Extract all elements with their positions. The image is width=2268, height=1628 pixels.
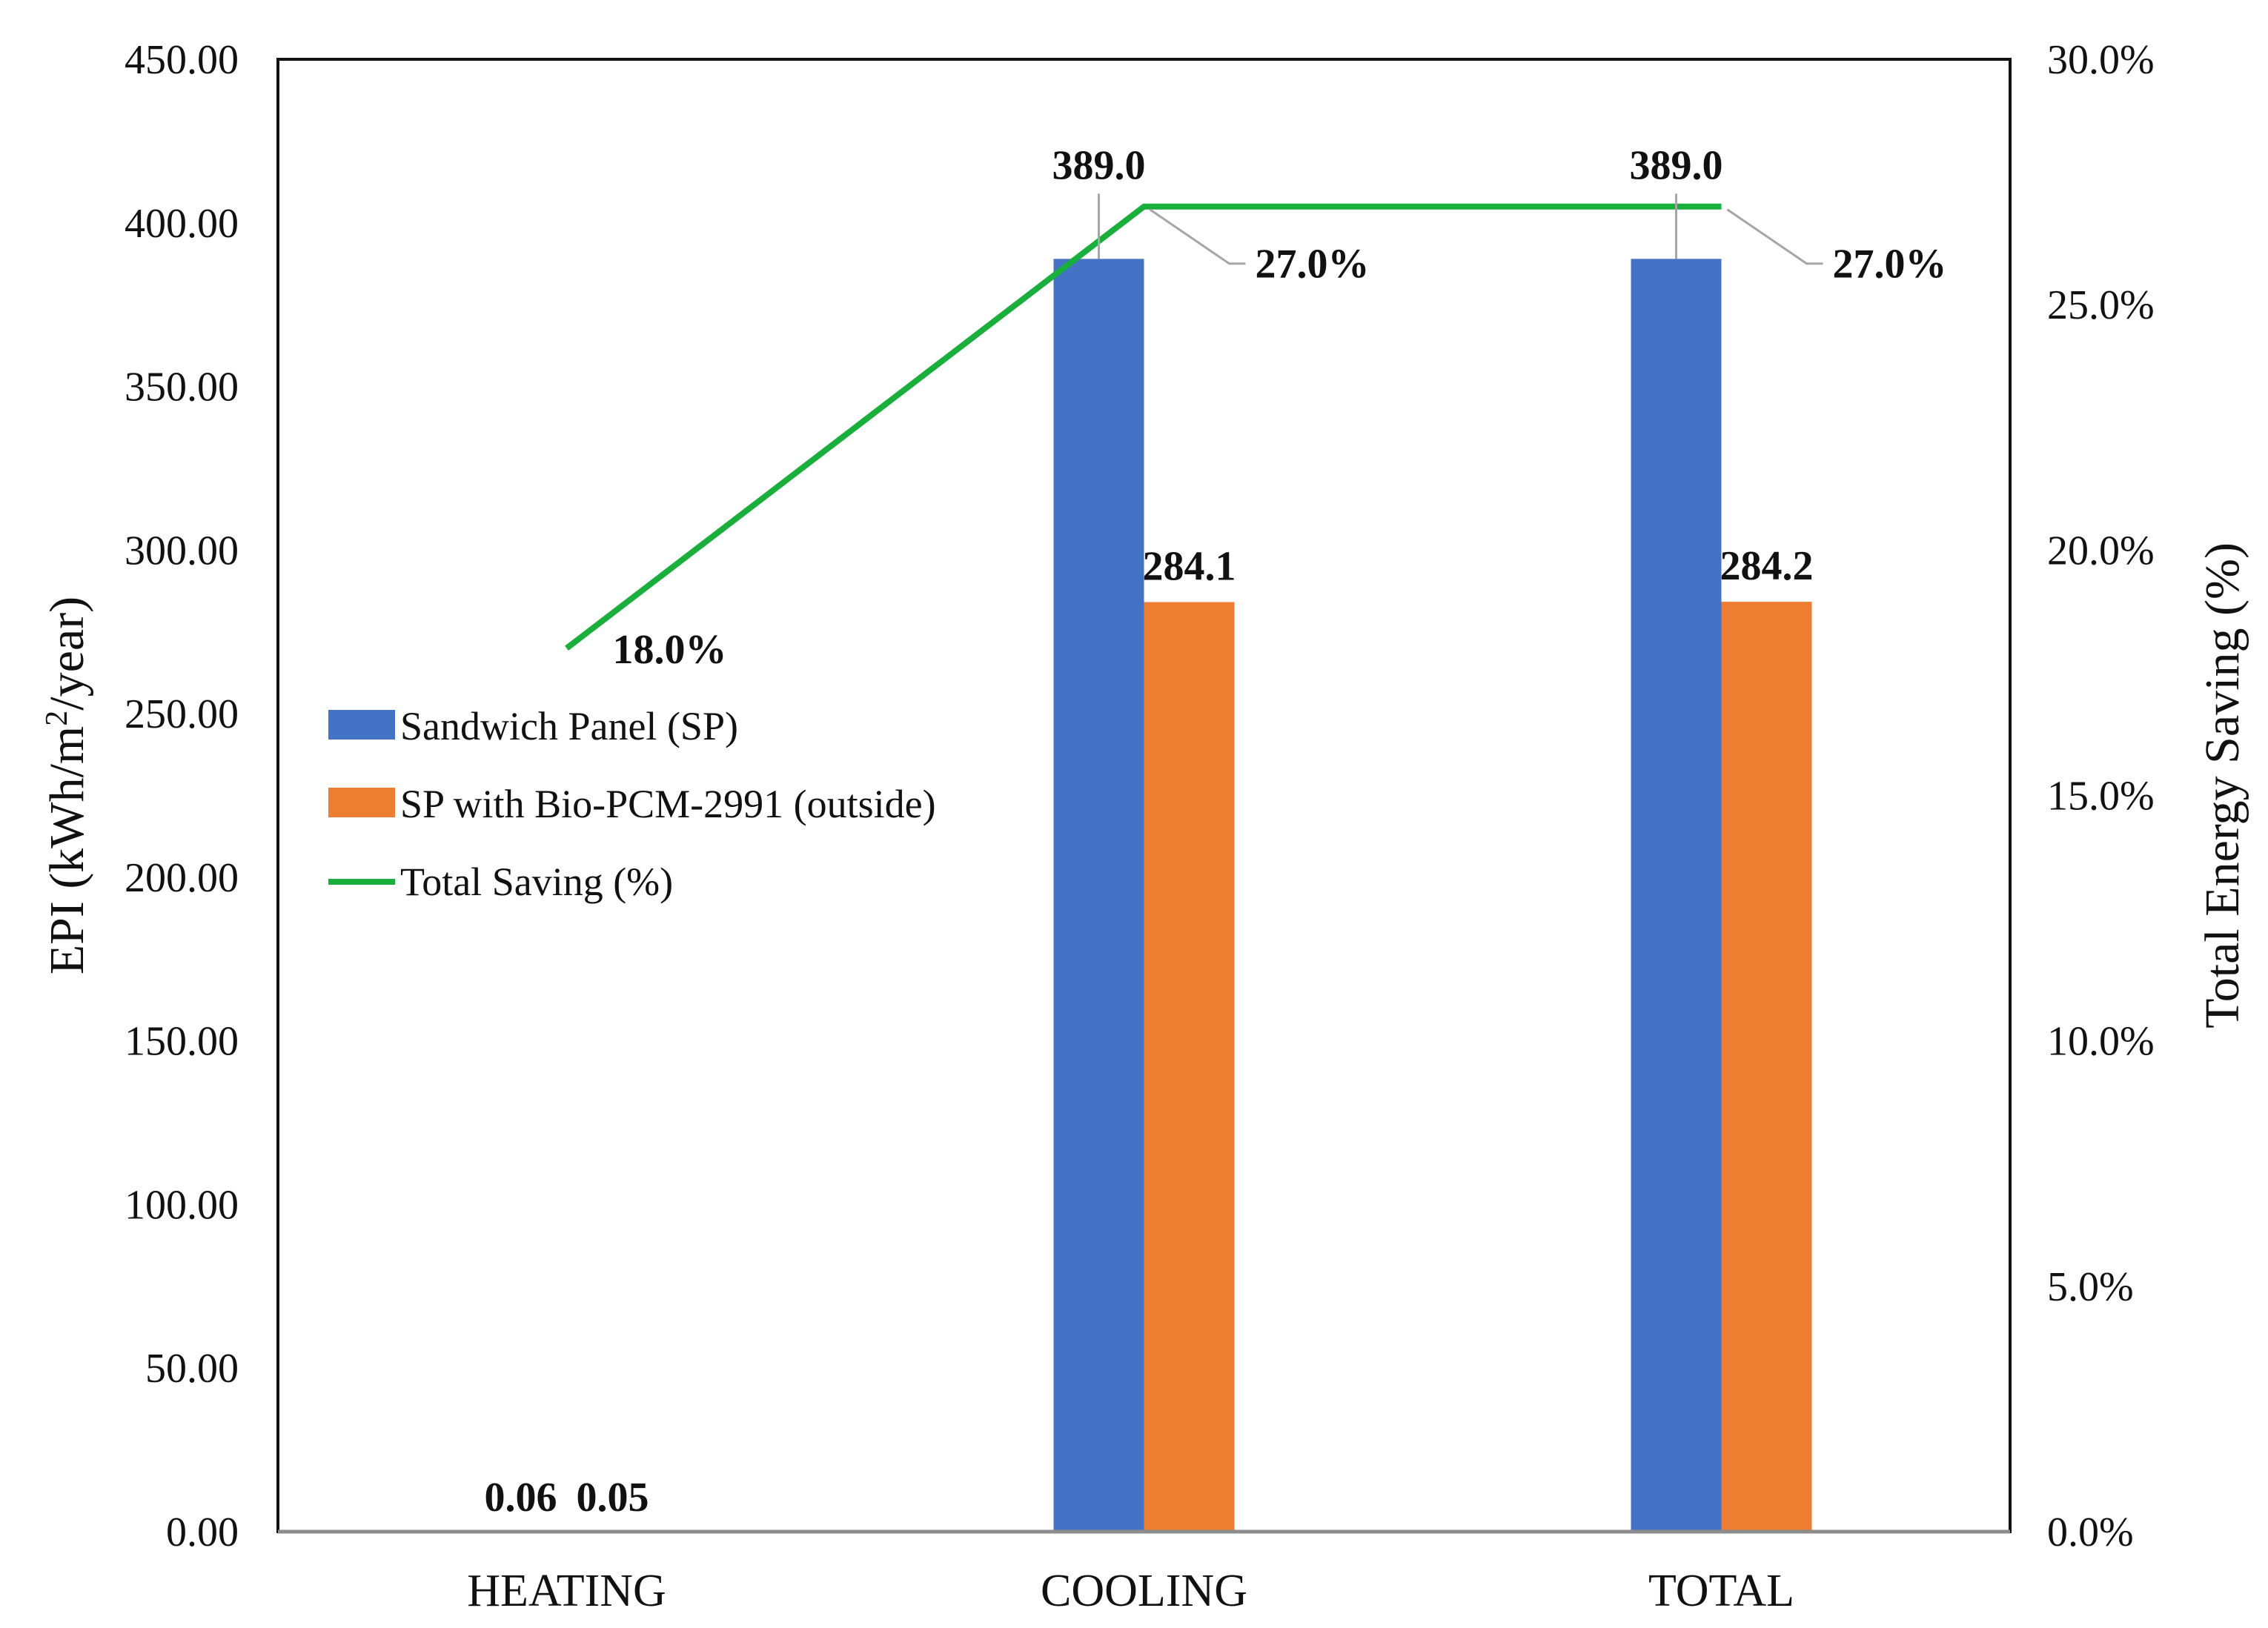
legend-label: SP with Bio-PCM-2991 (outside): [400, 782, 936, 826]
category-axis: HEATING COOLING TOTAL: [467, 1566, 1794, 1616]
legend-swatch-0: [328, 710, 395, 740]
line-value-label: 18.0%: [613, 627, 727, 673]
left-axis-ticks: 0.00 50.00 100.00 150.00 200.00 250.00 300.00 3…: [125, 37, 239, 1555]
right-tick-label: 15.0%: [2047, 774, 2155, 820]
bar-1-1: [1144, 602, 1235, 1532]
bar-value-label: 389.0: [1630, 142, 1723, 188]
category-label: TOTAL: [1648, 1566, 1794, 1616]
bar-value-label: 0.05: [577, 1475, 649, 1521]
bar-0-1: [1053, 259, 1144, 1532]
line-value-label: 27.0%: [1256, 242, 1370, 288]
bar-value-label: 389.0: [1052, 142, 1146, 188]
bar-value-label: 284.2: [1720, 543, 1814, 589]
bar-0-2: [1631, 259, 1722, 1532]
legend-label: Sandwich Panel (SP): [400, 704, 738, 748]
left-tick-label: 300.00: [125, 528, 239, 574]
bar-series: [476, 259, 1812, 1532]
line-value-label: 27.0%: [1833, 242, 1947, 288]
left-tick-label: 450.00: [125, 37, 239, 83]
saving-line-series: [565, 203, 1722, 651]
left-tick-label: 200.00: [125, 855, 239, 901]
left-tick-label: 50.00: [145, 1346, 239, 1392]
category-label: HEATING: [467, 1566, 666, 1616]
plot-frame: [276, 58, 2012, 1534]
left-tick-label: 400.00: [125, 201, 239, 247]
data-labels: 0.06 389.0 389.0 0.05 284.1 284.2 18.0% 27.0% 27…: [485, 142, 1947, 1521]
right-tick-label: 10.0%: [2047, 1019, 2155, 1065]
right-axis-ticks: 0.0% 5.0% 10.0% 15.0% 20.0% 25.0% 30.0%: [2047, 37, 2155, 1555]
label-leader: [1149, 208, 1246, 265]
right-tick-label: 0.0%: [2047, 1509, 2134, 1555]
legend: Sandwich Panel (SP) SP with Bio-PCM-2991 …: [328, 704, 936, 904]
category-label: COOLING: [1041, 1566, 1247, 1616]
bar-value-label: 0.06: [485, 1475, 557, 1521]
bar-1-2: [1721, 602, 1812, 1532]
legend-label: Total Saving (%): [400, 860, 673, 904]
legend-swatch-1: [328, 788, 395, 817]
left-axis-title: EPI (kWh/m2/year): [40, 597, 94, 974]
right-tick-label: 20.0%: [2047, 528, 2155, 574]
right-tick-label: 25.0%: [2047, 282, 2155, 328]
right-axis-title: Total Energy Saving (%): [2195, 542, 2249, 1029]
left-tick-label: 0.00: [166, 1509, 239, 1555]
bar-value-label: 284.1: [1143, 544, 1236, 590]
label-leader: [1726, 208, 1823, 265]
total-saving-line: [565, 203, 1722, 651]
left-tick-label: 100.00: [125, 1182, 239, 1228]
right-tick-label: 5.0%: [2047, 1264, 2134, 1310]
left-tick-label: 250.00: [125, 691, 239, 737]
right-tick-label: 30.0%: [2047, 37, 2155, 83]
left-tick-label: 150.00: [125, 1019, 239, 1065]
left-tick-label: 350.00: [125, 365, 239, 411]
